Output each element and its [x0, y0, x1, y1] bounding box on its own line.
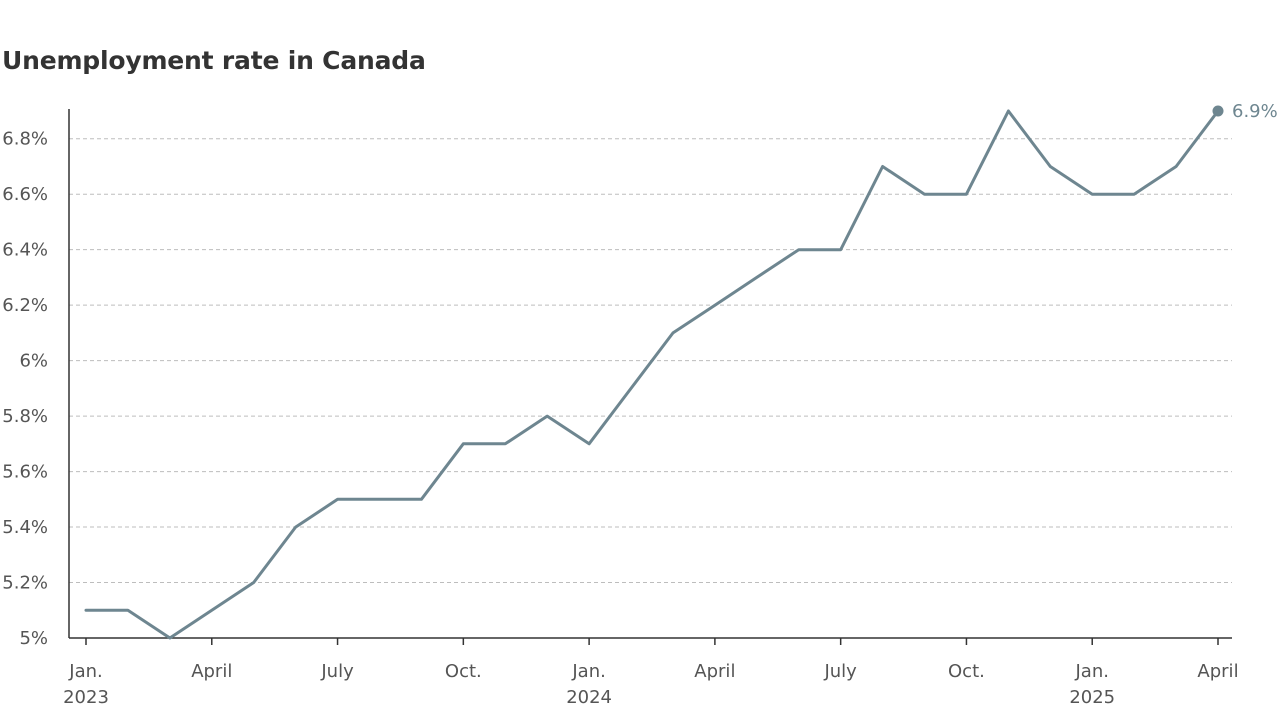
y-tick-label: 5.2%	[2, 573, 48, 594]
y-tick-label: 6.2%	[2, 295, 48, 316]
x-tick-label: Jan.	[571, 661, 605, 682]
y-tick-label: 5%	[19, 628, 48, 649]
y-tick-label: 5.4%	[2, 517, 48, 538]
x-tick-label: Oct.	[948, 661, 985, 682]
x-tick-label: Jan.	[1074, 661, 1108, 682]
x-tick-label: July	[823, 661, 857, 682]
y-tick-label: 6.4%	[2, 240, 48, 261]
x-tick-label: July	[320, 661, 354, 682]
y-tick-label: 6.6%	[2, 184, 48, 205]
x-tick-year-label: 2024	[566, 687, 612, 708]
x-tick-label: Oct.	[445, 661, 482, 682]
end-value-label: 6.9%	[1232, 101, 1278, 122]
end-point-marker	[1212, 105, 1224, 117]
y-tick-label: 6%	[19, 351, 48, 372]
series-line	[84, 109, 1220, 640]
chart-title: Unemployment rate in Canada	[2, 46, 426, 75]
x-tick-label: April	[1197, 661, 1238, 682]
y-tick-label: 6.8%	[2, 129, 48, 150]
y-tick-label: 5.8%	[2, 406, 48, 427]
x-tick-year-label: 2025	[1069, 687, 1115, 708]
x-tick-label: April	[694, 661, 735, 682]
x-tick-label: April	[191, 661, 232, 682]
x-tick-label: Jan.	[68, 661, 102, 682]
y-tick-label: 5.6%	[2, 462, 48, 483]
x-tick-year-label: 2023	[63, 687, 109, 708]
